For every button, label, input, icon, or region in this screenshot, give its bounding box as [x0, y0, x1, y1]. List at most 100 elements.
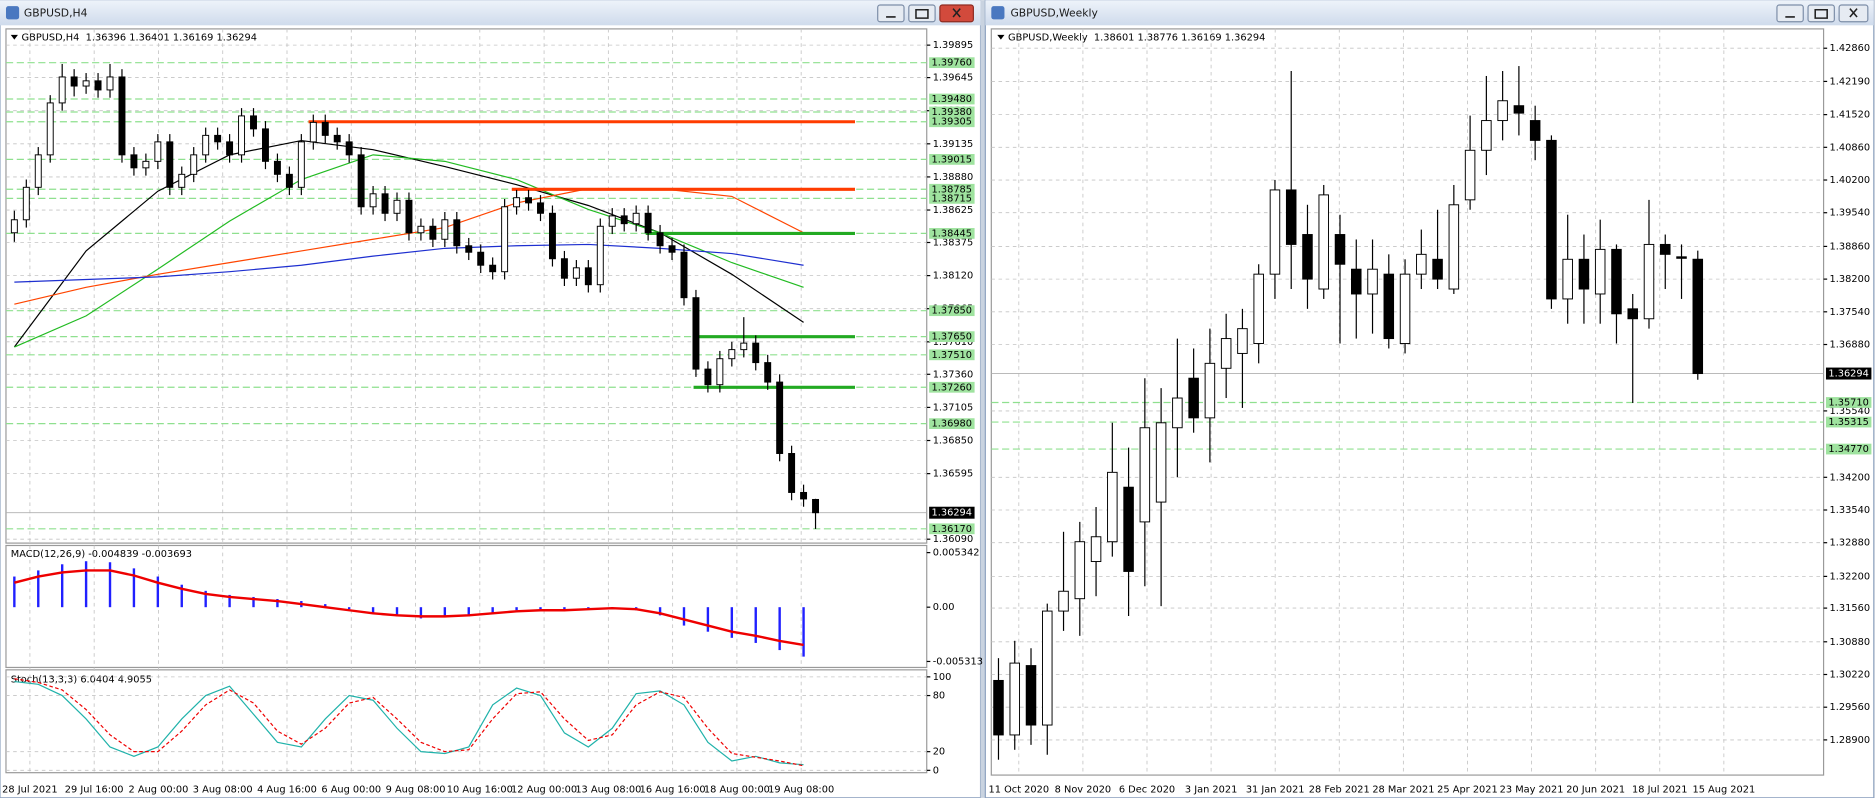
- window-divider: [980, 0, 986, 798]
- candle-body: [1074, 541, 1086, 600]
- candle-body: [214, 134, 222, 143]
- candle-body: [429, 225, 437, 240]
- candle-body: [656, 232, 664, 247]
- candle-body: [309, 121, 317, 143]
- candle-body: [465, 245, 473, 253]
- button-glyphs: [886, 8, 961, 19]
- macd-bar: [156, 576, 160, 608]
- candle-body: [1204, 362, 1216, 419]
- window-title: GBPUSD,H4: [24, 6, 88, 19]
- macd-bar: [467, 607, 470, 617]
- y-tick-label: 1.36595: [933, 469, 974, 480]
- level-label: 1.36170: [932, 524, 973, 535]
- candle-body: [273, 160, 281, 175]
- y-tick-label: 1.37540: [1830, 307, 1871, 318]
- candle-body: [1107, 471, 1118, 543]
- y-tick-label: 100: [933, 672, 952, 683]
- candle-body: [261, 128, 269, 162]
- candle-body: [1334, 234, 1346, 265]
- candle-body: [369, 193, 377, 208]
- candle-body: [381, 193, 389, 214]
- candle-body: [154, 141, 162, 162]
- header-arrow: [10, 34, 18, 40]
- minimize-button[interactable]: [877, 4, 905, 23]
- stoch-signal: [14, 678, 804, 767]
- stoch-label: Stoch(13,3,3) 6.0404 4.9055: [11, 674, 152, 685]
- y-tick-label: 1.42190: [1830, 76, 1871, 87]
- candle-body: [1042, 610, 1053, 726]
- y-tick-label: 1.41520: [1830, 110, 1871, 121]
- macd-bar: [706, 607, 710, 632]
- macd-bar: [778, 607, 781, 651]
- candle-body: [106, 76, 114, 91]
- x-tick-label: 25 Apr 2021: [1437, 784, 1498, 795]
- x-tick-label: 23 May 2021: [1500, 784, 1564, 795]
- x-tick-label: 18 Aug 00:00: [704, 784, 770, 795]
- y-tick-label: 0.005342: [933, 548, 980, 559]
- x-tick-label: 13 Aug 08:00: [575, 784, 641, 795]
- y-tick-label: -0.005313: [933, 656, 983, 667]
- candle-body: [190, 154, 198, 175]
- candle-body: [1220, 338, 1232, 369]
- x-tick-label: 28 Feb 2021: [1309, 784, 1370, 795]
- level-label: 1.34770: [1828, 444, 1869, 455]
- candle-body: [1546, 139, 1557, 300]
- last-price-box: [929, 506, 975, 519]
- candle-body: [608, 215, 616, 227]
- candle-body: [584, 267, 592, 286]
- candle-body: [668, 245, 676, 253]
- candle-body: [1139, 427, 1151, 523]
- candle-body: [525, 197, 533, 204]
- minimize-button[interactable]: [1776, 4, 1804, 23]
- y-tick-label: 1.38120: [933, 271, 974, 282]
- x-tick-label: 19 Aug 08:00: [768, 784, 834, 795]
- candle-body: [285, 173, 293, 188]
- level-label: 1.38445: [932, 228, 973, 239]
- restore-button[interactable]: [1807, 4, 1835, 23]
- restore-button[interactable]: [908, 4, 936, 23]
- macd-bar: [204, 590, 207, 608]
- candle-body: [118, 76, 126, 156]
- candle-body: [537, 202, 544, 214]
- x-tick-label: 28 Jul 2021: [2, 784, 57, 795]
- y-tick-label: 80: [933, 691, 945, 702]
- level-label-box: [929, 116, 975, 128]
- candle-body: [1237, 328, 1248, 354]
- x-tick-label: 8 Nov 2020: [1055, 784, 1112, 795]
- macd-bar: [419, 607, 423, 619]
- y-tick-label: 1.37610: [933, 337, 974, 348]
- candle-body: [1627, 308, 1638, 320]
- candle-body: [333, 134, 341, 143]
- y-tick-label: 0: [933, 765, 939, 776]
- candle-body: [1253, 273, 1264, 345]
- level-label-box: [929, 93, 975, 105]
- macd-bar: [228, 594, 231, 608]
- y-tick-label: 1.38860: [1830, 241, 1871, 252]
- x-tick-label: 10 Aug 16:00: [447, 784, 513, 795]
- level-label-box: [1825, 443, 1872, 455]
- candle-body: [1692, 258, 1704, 375]
- level-label: 1.39015: [932, 154, 973, 165]
- macd-bar: [276, 599, 279, 608]
- y-tick-label: 1.37360: [933, 369, 974, 380]
- candle-body: [560, 258, 568, 279]
- candle-body: [716, 358, 724, 386]
- candle-body: [297, 141, 305, 188]
- x-tick-label: 3 Jan 2021: [1185, 784, 1238, 795]
- macd-bar: [371, 607, 375, 614]
- level-label-box: [929, 183, 975, 195]
- level-label-box: [1825, 397, 1872, 408]
- button-glyphs: [1785, 8, 1858, 19]
- candle-body: [1513, 105, 1525, 114]
- candle-body: [680, 251, 688, 299]
- y-tick-label: 20: [933, 747, 945, 758]
- y-tick-label: 1.35540: [1830, 406, 1871, 417]
- candle-body: [1464, 149, 1476, 201]
- macd-bar: [84, 561, 88, 608]
- candle-body: [441, 219, 449, 240]
- candle-body: [776, 381, 784, 454]
- candle-body: [1383, 273, 1395, 340]
- candle-body: [1481, 120, 1492, 151]
- candle-body: [812, 498, 819, 514]
- level-label: 1.38715: [932, 193, 973, 204]
